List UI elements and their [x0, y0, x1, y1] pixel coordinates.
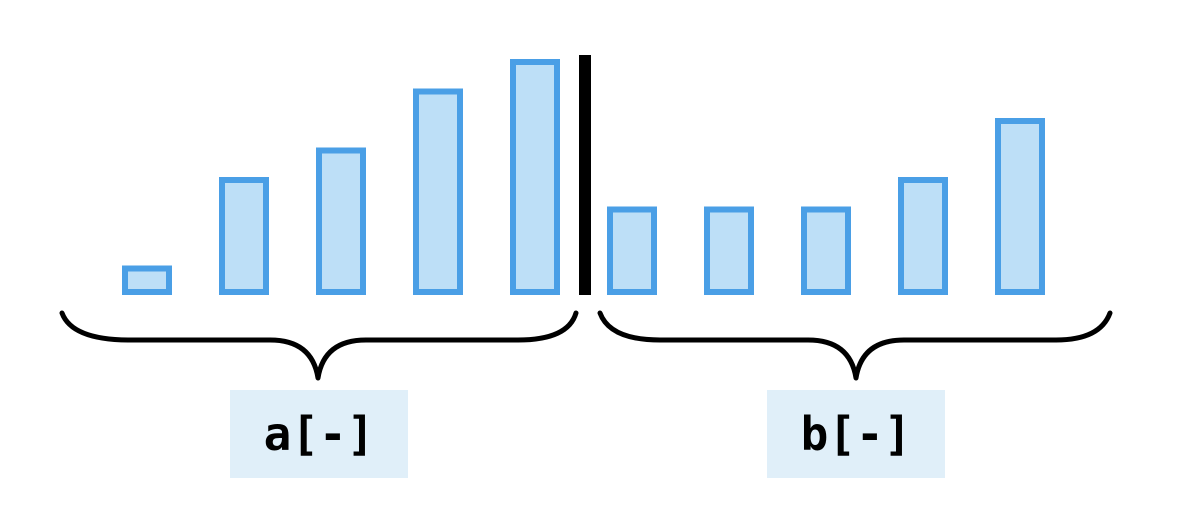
bar-a-1 — [219, 177, 269, 295]
bar-b-0 — [607, 206, 657, 295]
brace-b — [597, 310, 1113, 381]
bar-b-2 — [801, 206, 851, 295]
label-a-box — [230, 390, 408, 478]
label-b: b[-] — [801, 407, 912, 461]
bar-a-4 — [510, 59, 560, 295]
bar-b-3 — [898, 177, 948, 295]
bar-a-0 — [122, 265, 172, 295]
label-b-box — [767, 390, 945, 478]
bar-a-2 — [316, 147, 366, 295]
bar-b-4 — [995, 118, 1045, 295]
brace-a — [59, 310, 579, 381]
bars-group-b — [607, 118, 1045, 295]
label-a: a[-] — [264, 407, 375, 461]
bar-a-3 — [413, 88, 463, 295]
bar-b-1 — [704, 206, 754, 295]
bars-group-a — [122, 59, 560, 295]
